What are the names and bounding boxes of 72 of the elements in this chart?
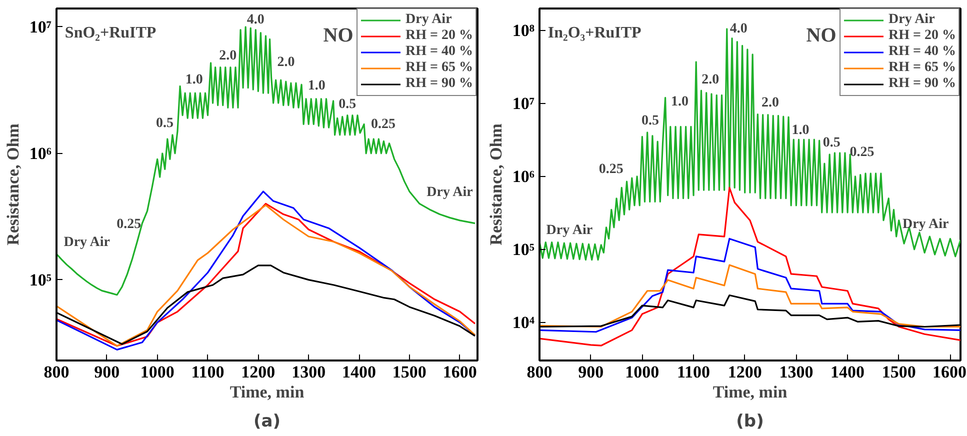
- annotation: Dry Air: [546, 223, 593, 238]
- annotation: 4.0: [730, 22, 748, 37]
- legend-label: RH = 40 %: [406, 44, 473, 60]
- x-axis-title: Time, min: [230, 382, 305, 402]
- annotation: Dry Air: [426, 185, 473, 200]
- x-tick-label: 1500: [882, 362, 916, 382]
- legend-label: RH = 65 %: [888, 60, 956, 76]
- x-tick-label: 1600: [442, 362, 477, 382]
- annotation: 1.0: [792, 122, 810, 138]
- y-tick-label: 10⁶: [29, 144, 52, 163]
- legend-label: RH = 40 %: [888, 44, 956, 60]
- text: NO: [323, 24, 354, 46]
- line-series: [540, 264, 960, 328]
- annotation: 2.0: [702, 72, 720, 88]
- annotation: 0.5: [641, 114, 659, 129]
- text: SnO₂+RuITP: [64, 24, 156, 42]
- annotation: 0.5: [822, 136, 840, 151]
- y-tick-label: 10⁶: [512, 166, 535, 186]
- annotation: 1.0: [308, 78, 326, 94]
- y-tick-label: 10⁵: [29, 270, 52, 290]
- text: (a): [253, 412, 281, 432]
- x-tick-label: 1300: [779, 362, 814, 382]
- legend-label: RH = 90 %: [406, 76, 473, 92]
- annotation: 0.25: [116, 217, 142, 232]
- annotation: Dry Air: [902, 216, 949, 232]
- x-tick-label: 800: [44, 362, 70, 382]
- text: NO: [806, 24, 836, 46]
- x-tick-label: 1400: [342, 362, 376, 382]
- y-tick-label: 10⁷: [512, 94, 535, 113]
- x-tick-label: 1200: [241, 362, 276, 382]
- annotation: 0.5: [338, 97, 356, 112]
- y-axis-title: Resistance, Ohm: [3, 124, 22, 246]
- x-tick-label: 1000: [140, 362, 174, 382]
- x-tick-label: 1300: [292, 362, 326, 382]
- x-tick-label: 900: [94, 362, 120, 382]
- annotation: 1.0: [185, 72, 203, 88]
- x-tick-label: 1100: [676, 362, 710, 382]
- x-tick-label: 1400: [830, 362, 865, 382]
- annotation: 1.0: [670, 94, 688, 110]
- line-series: [540, 186, 960, 346]
- legend-label: RH = 20 %: [406, 28, 473, 44]
- x-tick-label: 1600: [932, 362, 966, 382]
- legend-label: Dry Air: [888, 12, 935, 28]
- y-axis-title: Resistance, Ohm: [486, 124, 506, 246]
- legend-label: RH = 65 %: [406, 60, 473, 76]
- x-tick-label: 900: [578, 362, 604, 382]
- x-axis-title: Time, min: [712, 382, 788, 402]
- annotation: 2.0: [219, 48, 237, 64]
- line-series: [540, 238, 960, 333]
- annotation: 0.25: [370, 116, 396, 132]
- text: (b): [736, 412, 764, 432]
- legend-label: RH = 20 %: [888, 28, 956, 44]
- annotation: Dry Air: [64, 235, 110, 250]
- annotation: 0.5: [156, 116, 174, 131]
- legend-label: Dry Air: [406, 12, 452, 28]
- annotation: 0.25: [598, 162, 624, 177]
- y-tick-label: 10⁷: [29, 17, 52, 36]
- x-tick-label: 800: [526, 362, 552, 382]
- y-tick-label: 10⁵: [512, 240, 535, 259]
- y-tick-label: 10⁸: [512, 20, 535, 40]
- annotation: 4.0: [246, 12, 264, 28]
- x-tick-label: 1100: [191, 362, 224, 382]
- x-tick-label: 1000: [625, 362, 660, 382]
- x-tick-label: 1500: [392, 362, 426, 382]
- text: In₂O₃+RuITP: [548, 24, 642, 42]
- annotation: 0.25: [850, 145, 874, 160]
- legend-label: RH = 90 %: [888, 76, 956, 92]
- y-tick-label: 10⁴: [512, 312, 535, 332]
- line-series: [56, 26, 476, 296]
- annotation: 2.0: [277, 54, 295, 70]
- x-tick-label: 1200: [728, 362, 762, 382]
- annotation: 2.0: [761, 95, 779, 110]
